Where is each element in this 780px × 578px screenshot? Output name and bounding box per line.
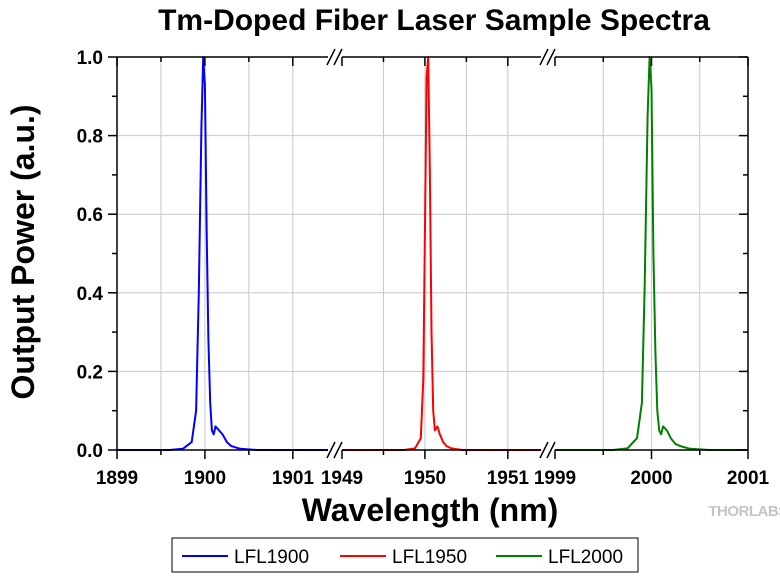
axis-break-mark [326,48,336,66]
x-tick-label: 1951 [487,468,530,489]
x-tick-label: 1900 [184,468,226,489]
ticks: 0.0 0.2 0.4 0.6 0.8 1.0 1899 1900 1901 1949 1950 19… [77,48,770,489]
legend-label-lfl1900: LFL1900 [234,547,309,568]
x-tick-label: 1950 [404,468,446,489]
series-line-lfl1900 [117,56,328,451]
y-tick-label: 0.6 [77,205,103,226]
axis-break-mark [333,441,343,459]
axis-break-mark [333,48,343,66]
axis-breaks [326,48,556,459]
chart-title: Tm-Doped Fiber Laser Sample Spectra [158,4,710,37]
axis-break-mark [326,441,336,459]
x-tick-label: 1899 [96,468,138,489]
series-line-lfl2000 [555,56,748,451]
series-line-lfl1950 [342,56,541,451]
x-tick-label: 1949 [321,468,363,489]
thorlabs-logo-text: THORLABS [708,503,780,520]
x-axis-label: Wavelength (nm) [302,492,559,528]
axis-break-mark [546,441,556,459]
x-tick-label: 1999 [534,468,576,489]
x-tick-label: 2001 [727,468,770,489]
y-tick-label: 0.0 [77,441,103,462]
y-tick-label: 1.0 [77,48,103,69]
y-tick-label: 0.2 [77,362,103,383]
axis-break-mark [539,441,549,459]
axis-break-mark [539,48,549,66]
legend: LFL1900 LFL1950 LFL2000 [171,537,639,573]
legend-label-lfl2000: LFL2000 [548,547,623,568]
y-tick-label: 0.4 [77,284,104,305]
x-tick-label: 1901 [272,468,315,489]
axis-break-mark [546,48,556,66]
series-group [117,56,748,451]
x-tick-label: 2000 [630,468,672,489]
legend-label-lfl1950: LFL1950 [392,547,467,568]
legend-box [171,537,639,573]
y-tick-label: 0.8 [77,127,103,148]
y-axis-label: Output Power (a.u.) [5,104,41,399]
